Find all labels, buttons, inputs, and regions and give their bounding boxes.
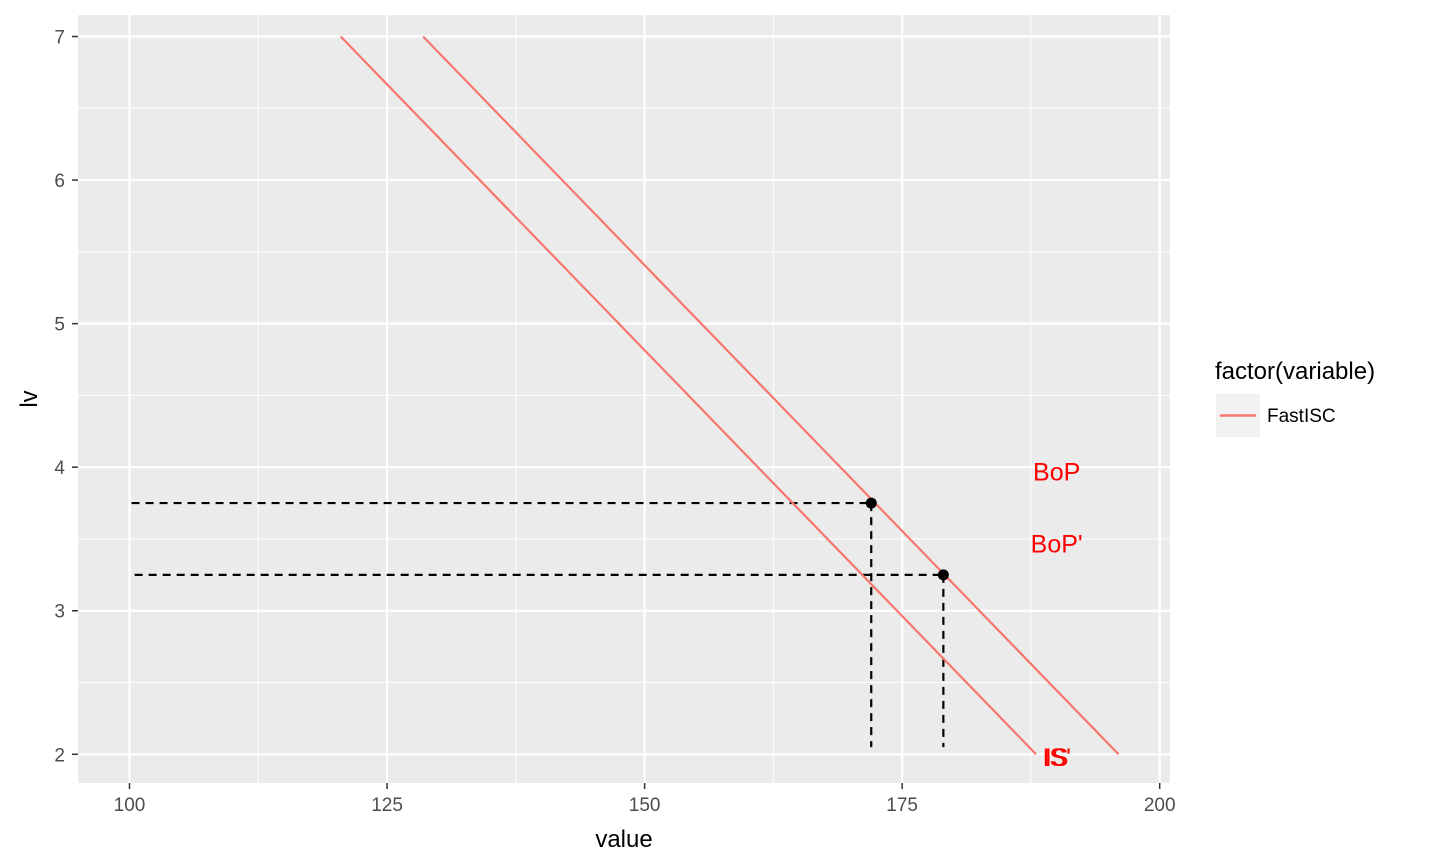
y-axis: 2 3 4 5 6 7	[54, 28, 78, 766]
x-tick-label: 125	[371, 795, 403, 816]
annotation-label: IS	[1045, 744, 1069, 772]
legend-title: factor(variable)	[1215, 358, 1375, 385]
x-axis: 100 125 150 175 200	[114, 783, 1176, 816]
grid-major	[78, 15, 1170, 783]
series-line-2	[422, 35, 1120, 756]
annotation-label: BoP	[1033, 458, 1080, 486]
grid-minor	[78, 15, 1170, 783]
panel-background	[78, 15, 1170, 783]
x-axis-title: value	[595, 826, 652, 853]
y-tick-label: 4	[54, 458, 65, 479]
y-tick-label: 7	[54, 28, 65, 49]
legend: factor(variable) FastISC	[1215, 358, 1375, 437]
y-tick-label: 6	[54, 171, 65, 192]
equilibrium-point	[937, 569, 949, 581]
annotation-label: BoP'	[1031, 530, 1083, 558]
reference-lines	[131, 501, 945, 748]
y-tick-label: 5	[54, 315, 65, 336]
equilibrium-point	[865, 497, 877, 509]
x-tick-label: 175	[886, 795, 918, 816]
data-points	[865, 497, 949, 581]
x-tick-label: 200	[1144, 795, 1176, 816]
legend-label-fastisc: FastISC	[1267, 406, 1336, 427]
x-tick-label: 100	[114, 795, 146, 816]
y-tick-label: 2	[54, 745, 65, 766]
y-tick-label: 3	[54, 602, 65, 623]
series-lines	[339, 35, 1120, 756]
y-axis-title: lv	[16, 390, 43, 407]
series-line-1	[339, 35, 1037, 756]
annotation-label: IS'	[1042, 744, 1070, 772]
x-tick-label: 150	[629, 795, 661, 816]
